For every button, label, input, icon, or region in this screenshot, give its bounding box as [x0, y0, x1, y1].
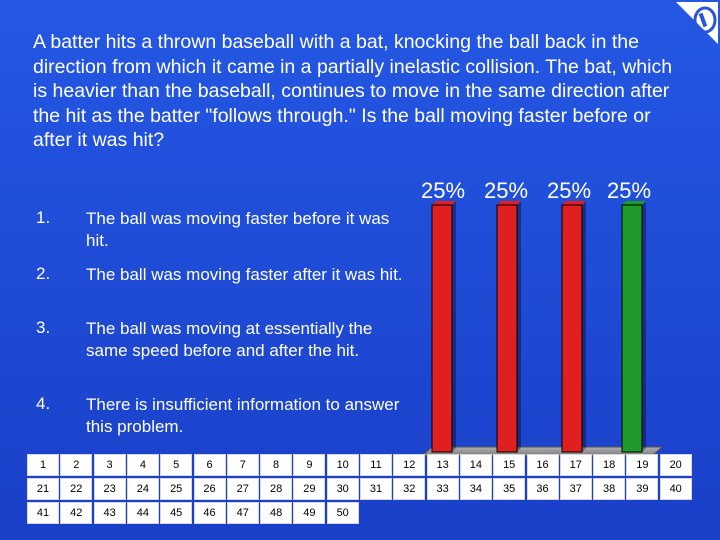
answer-number: 3.: [36, 318, 51, 337]
bar-percent-label: 25%: [547, 178, 592, 203]
bar-2: [496, 201, 521, 453]
answer-number: 4.: [36, 394, 51, 413]
question-text: A batter hits a thrown baseball with a b…: [33, 31, 673, 151]
bar-percent-label: 25%: [421, 178, 466, 203]
bar-1: [431, 201, 456, 453]
answer-option-2[interactable]: The ball was moving faster after it was …: [86, 265, 403, 284]
answer-number: 2.: [36, 264, 51, 283]
bar-3: [561, 201, 586, 453]
bar-percent-label: 25%: [607, 178, 652, 203]
bar-percent-label: 25%: [484, 178, 529, 203]
answer-number: 1.: [36, 208, 51, 227]
answer-option-4[interactable]: There is insufficient information to ans…: [86, 395, 400, 436]
answer-option-3[interactable]: The ball was moving at essentially the s…: [86, 319, 373, 360]
turningpoint-logo-icon: [676, 2, 718, 44]
answer-option-1[interactable]: The ball was moving faster before it was…: [86, 209, 390, 250]
bar-4: [621, 201, 646, 453]
